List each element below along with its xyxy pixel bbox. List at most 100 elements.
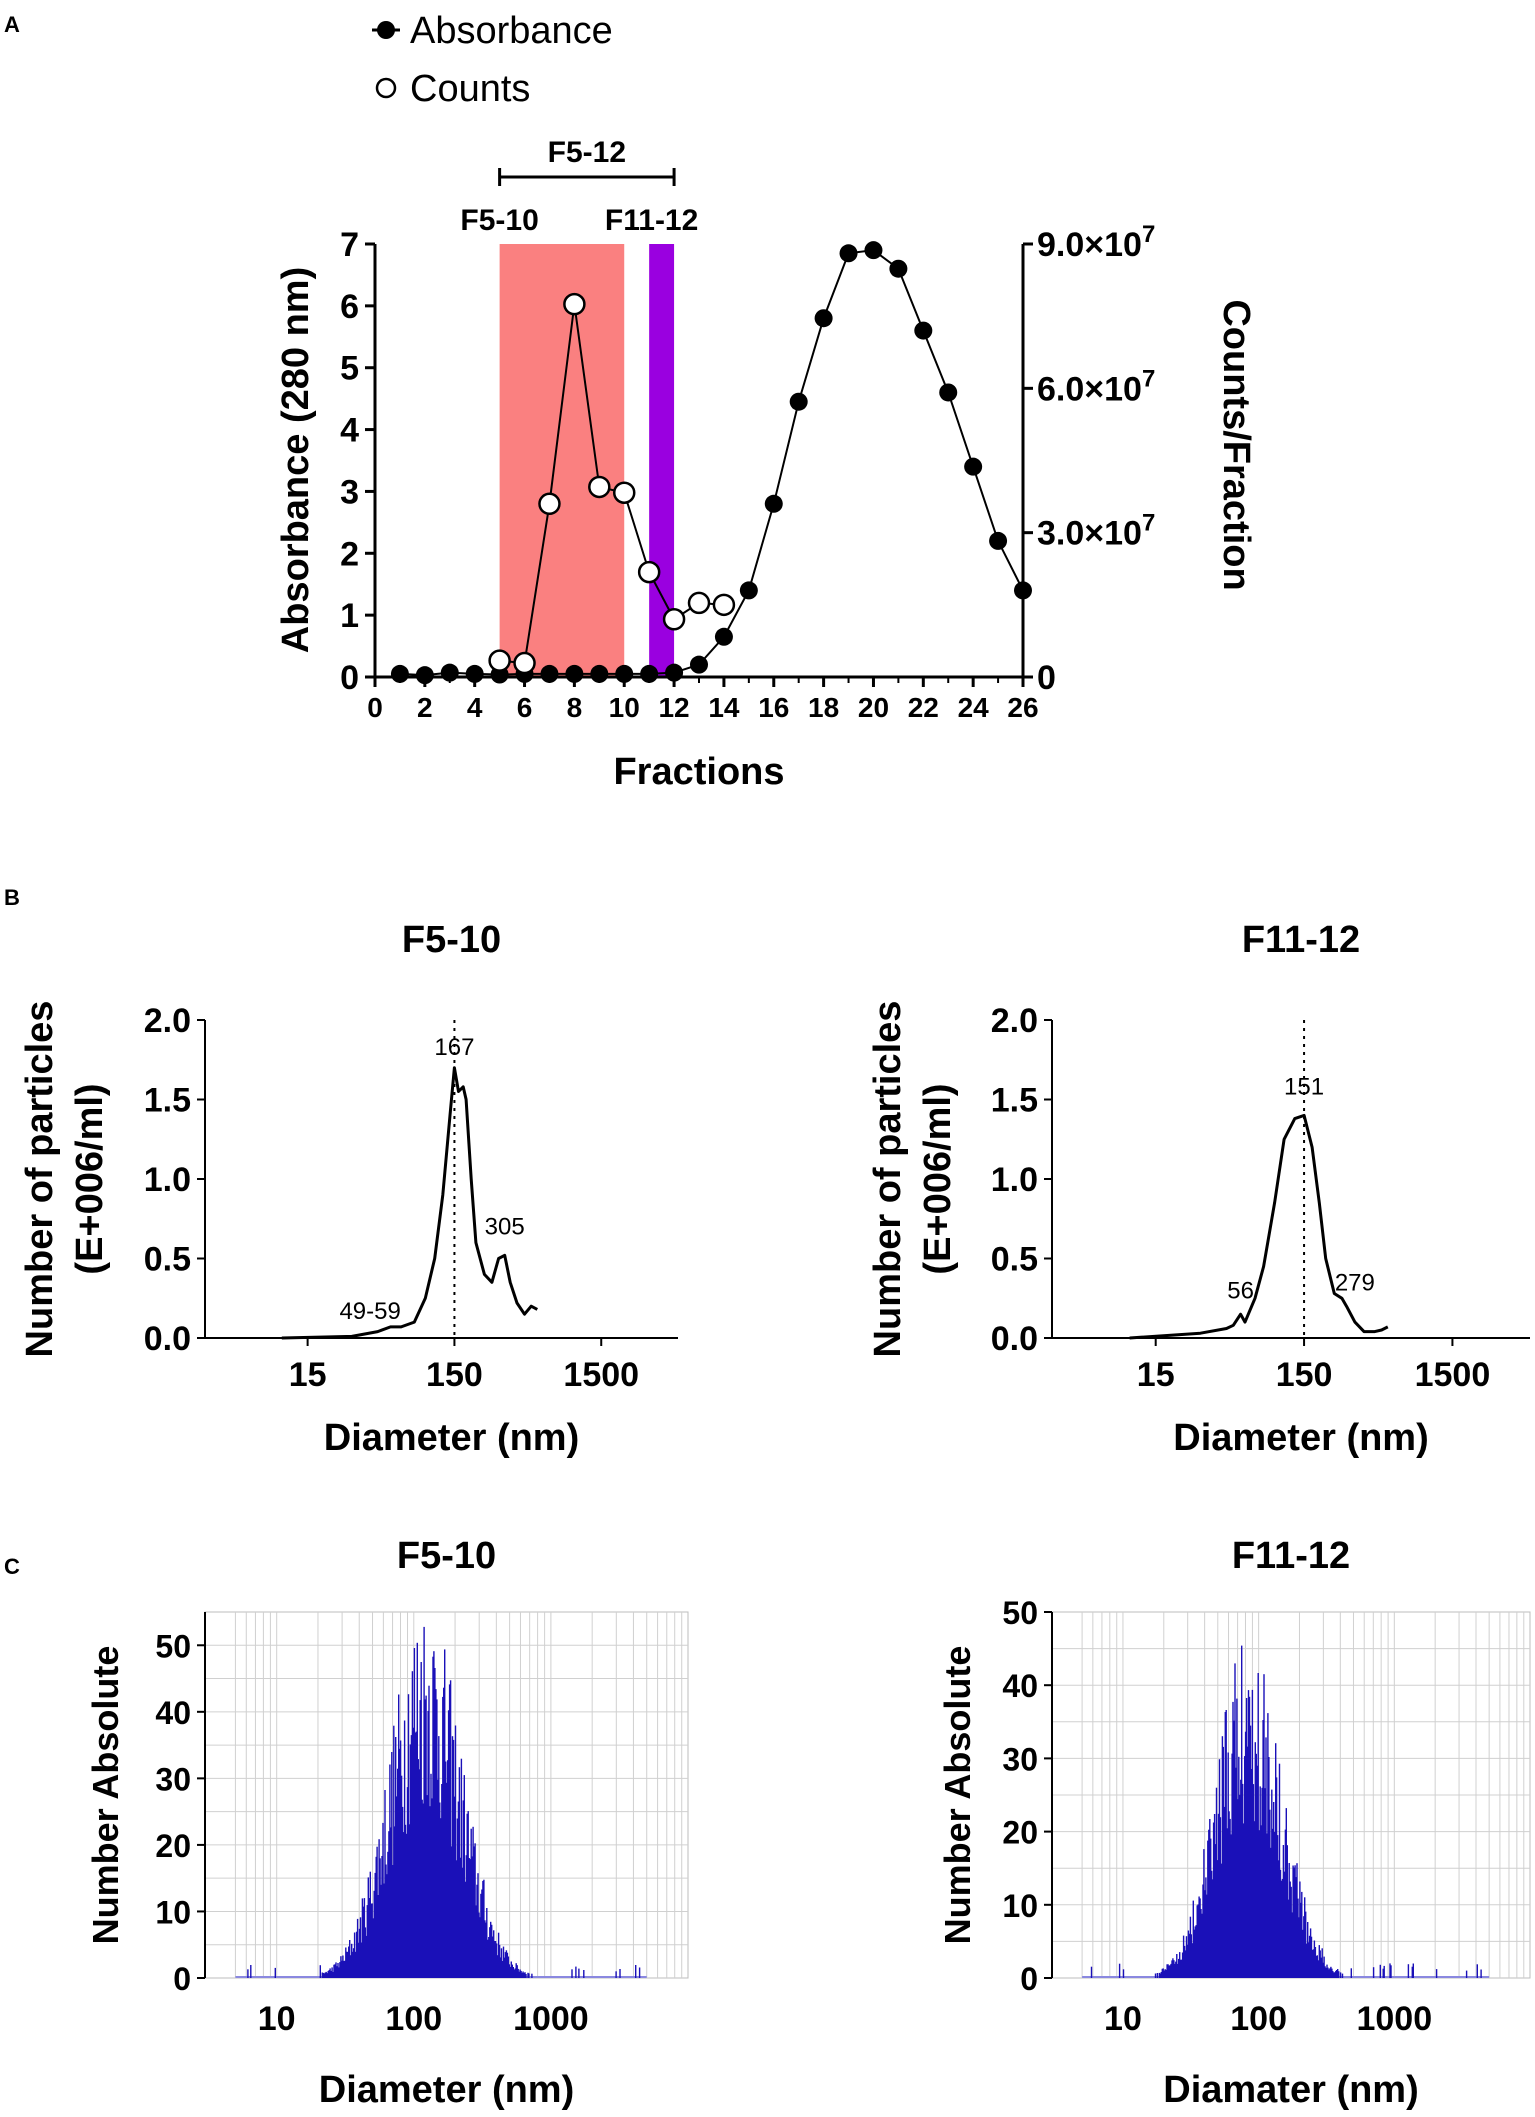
histogram-bar (1322, 1962, 1324, 1978)
histogram-bar (394, 1826, 396, 1978)
histogram-bar (274, 1967, 276, 1978)
histogram-bar (349, 1940, 351, 1978)
histogram-bar (402, 1832, 405, 1978)
histogram-bar (1319, 1950, 1321, 1978)
histogram-bar (462, 1800, 464, 1978)
histogram-bar (515, 1963, 517, 1978)
histogram-bar (1247, 1690, 1250, 1978)
histogram-bar (413, 1648, 416, 1978)
histogram-bar (1182, 1935, 1185, 1978)
histogram-bar (1171, 1960, 1173, 1978)
histogram-bar (1262, 1720, 1264, 1978)
histogram-bar (376, 1846, 378, 1978)
counts-point (612, 481, 636, 504)
absorbance-point (1014, 581, 1032, 600)
histogram-bar (1175, 1961, 1177, 1978)
histogram-bar (1435, 1969, 1438, 1978)
histogram-bar (1287, 1899, 1289, 1978)
histogram-bar (438, 1736, 440, 1978)
histogram-bar (1249, 1725, 1252, 1978)
bracket-label: F5-12 (548, 136, 626, 169)
histogram-bar (383, 1883, 385, 1978)
histogram-bar (1156, 1973, 1159, 1978)
x-axis-title: Diameter (nm) (324, 1417, 580, 1459)
y-tick-label: 0 (340, 659, 359, 697)
histogram-bar (452, 1739, 455, 1978)
histogram-bar (1332, 1971, 1334, 1978)
histogram-bar (1331, 1968, 1333, 1978)
histogram-bar (494, 1941, 496, 1978)
histogram-bar (1303, 1916, 1305, 1978)
histogram-bar (1118, 1963, 1121, 1978)
y-tick-label: 2.0 (144, 1002, 191, 1040)
histogram-bar (1320, 1957, 1322, 1978)
histogram-bar (1203, 1849, 1205, 1978)
histogram-bar (1229, 1818, 1231, 1978)
absorbance-point (939, 383, 958, 402)
histogram-bar (1298, 1917, 1300, 1978)
histogram-bar (1266, 1833, 1268, 1978)
histogram-bar (1259, 1786, 1261, 1978)
absorbance-point (465, 664, 484, 683)
histogram-bar (497, 1932, 500, 1978)
histogram-bar (1250, 1769, 1253, 1978)
histogram-bar (508, 1964, 510, 1978)
x-tick-label: 26 (1007, 692, 1038, 723)
histogram-bar (471, 1856, 473, 1978)
histogram-bar (1476, 1964, 1478, 1978)
histogram-bar (1192, 1900, 1194, 1978)
y-tick-label: 40 (155, 1695, 191, 1731)
histogram-bar (343, 1960, 345, 1978)
histogram-bar (1201, 1913, 1203, 1978)
x-tick-label: 18 (808, 692, 839, 723)
histogram-bar (323, 1973, 325, 1978)
y2-tick-label: 6.0×107 (1037, 365, 1155, 408)
size-distribution-curve (1129, 1113, 1389, 1340)
histogram-bar (1283, 1871, 1286, 1978)
histogram-bar (1234, 1663, 1236, 1978)
histogram-bar (1168, 1965, 1170, 1978)
histogram-bar (408, 1824, 411, 1978)
histogram-bar (1285, 1808, 1287, 1978)
histogram-bar (1248, 1696, 1251, 1978)
histogram-bar (1197, 1904, 1199, 1978)
chart-title: F5-10 (397, 1535, 496, 1577)
histogram-bar (482, 1880, 484, 1978)
histogram-bar (1315, 1955, 1318, 1978)
histogram-bar (1252, 1784, 1255, 1978)
histogram-bar (1244, 1756, 1246, 1978)
histogram-bar (1379, 1964, 1381, 1978)
histogram-bar (1251, 1689, 1254, 1978)
histogram-bar (1312, 1949, 1315, 1978)
counts-point (563, 292, 586, 316)
x-tick-label: 150 (426, 1356, 483, 1394)
histogram-bar (384, 1790, 386, 1978)
absorbance-point (989, 531, 1008, 550)
absorbance-point (590, 664, 609, 683)
counts-point (488, 649, 511, 672)
histogram-bar (385, 1864, 387, 1978)
absorbance-point (615, 664, 634, 683)
histogram-bar (1222, 1746, 1224, 1978)
y-tick-label: 0.5 (144, 1241, 191, 1279)
histogram-bar (474, 1843, 476, 1978)
histogram-bar (396, 1796, 398, 1978)
histogram-bar (1412, 1963, 1414, 1978)
histogram-bar (406, 1787, 409, 1978)
histogram-bar (250, 1965, 252, 1978)
histogram-bar (1188, 1933, 1191, 1978)
histogram-bar (1223, 1806, 1225, 1978)
histogram-bar (1304, 1897, 1306, 1978)
legend-label: Counts (410, 68, 530, 110)
histogram-bar (1328, 1969, 1330, 1978)
histogram-bar (428, 1685, 430, 1978)
histogram-bar (401, 1806, 404, 1978)
peak-annotation: 305 (485, 1214, 525, 1241)
histogram-bar (1267, 1713, 1269, 1978)
counts-point (588, 475, 611, 499)
histogram-bar (488, 1937, 490, 1978)
histogram-bar (1480, 1969, 1482, 1978)
chart-title: F11-12 (1242, 919, 1360, 961)
absorbance-point (964, 457, 983, 476)
histogram-bar (502, 1946, 505, 1978)
